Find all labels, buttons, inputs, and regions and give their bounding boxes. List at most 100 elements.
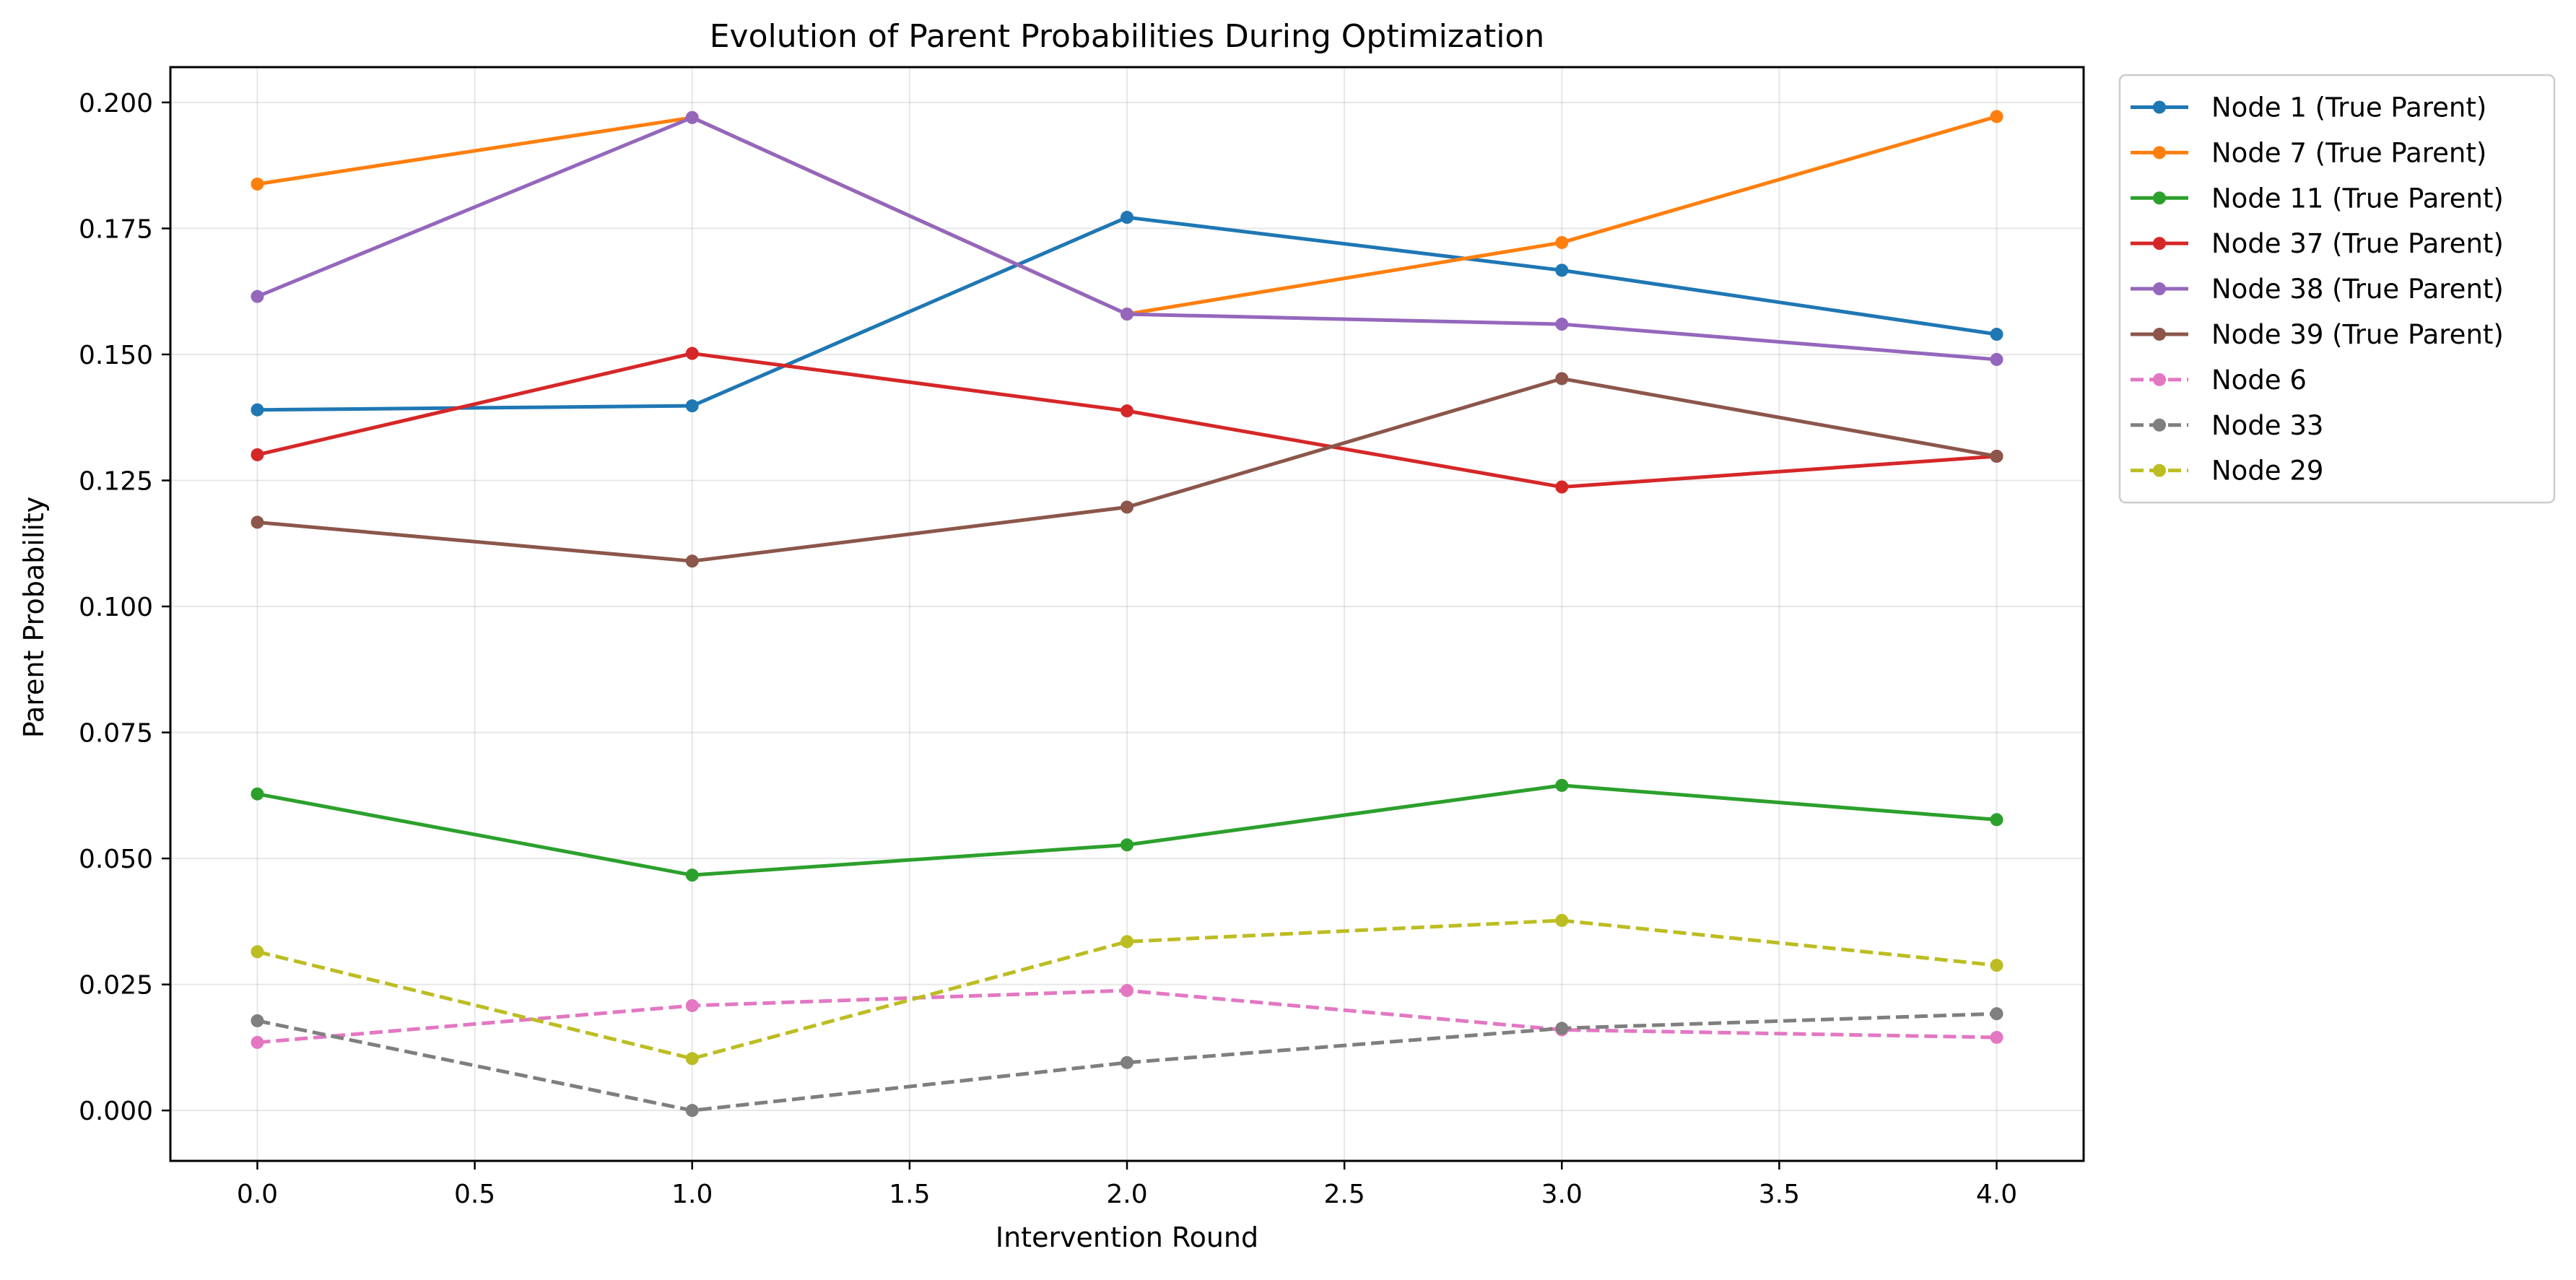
x-tick-label: 2.0 — [1106, 1180, 1147, 1209]
y-tick-label: 0.200 — [79, 89, 153, 118]
data-point — [685, 998, 699, 1012]
series-9 — [251, 913, 2003, 1066]
data-point — [1990, 328, 2003, 341]
legend-marker — [2153, 373, 2166, 386]
legend-label: Node 37 (True Parent) — [2211, 228, 2504, 259]
data-point — [1121, 308, 1133, 321]
series-group — [251, 110, 2003, 1118]
data-point — [1121, 1055, 1133, 1069]
series-7 — [251, 984, 2003, 1049]
legend-entry: Node 29 — [2131, 456, 2323, 487]
x-tick-label: 3.5 — [1759, 1180, 1800, 1209]
x-tick-label: 1.5 — [889, 1180, 930, 1209]
x-tick-label: 4.0 — [1976, 1180, 2017, 1209]
data-point — [1555, 235, 1569, 249]
legend-entry: Node 37 (True Parent) — [2131, 228, 2504, 259]
grid — [170, 67, 2084, 1161]
data-point — [1555, 372, 1569, 386]
legend-entry: Node 11 (True Parent) — [2131, 183, 2504, 214]
data-point — [251, 515, 264, 529]
data-point — [1990, 1030, 2003, 1044]
y-tick-label: 0.175 — [79, 214, 153, 244]
legend-marker — [2153, 191, 2166, 205]
data-point — [251, 177, 264, 191]
data-point — [685, 347, 699, 360]
x-tick-label: 2.5 — [1324, 1180, 1365, 1209]
data-point — [1121, 838, 1133, 852]
data-point — [685, 399, 699, 413]
legend-entry: Node 33 — [2131, 410, 2323, 441]
legend-marker — [2153, 100, 2166, 114]
chart-title: Evolution of Parent Probabilities During… — [710, 18, 1544, 55]
legend-frame — [2118, 74, 2556, 504]
legend-entry: Node 38 (True Parent) — [2131, 274, 2504, 305]
data-point — [1121, 404, 1133, 418]
y-axis-label: Parent Probability — [18, 497, 50, 739]
legend-label: Node 39 (True Parent) — [2211, 319, 2504, 350]
data-point — [1121, 211, 1133, 225]
data-point — [685, 554, 699, 568]
legend-label: Node 38 (True Parent) — [2211, 274, 2504, 305]
data-point — [1121, 984, 1133, 998]
data-point — [1555, 1022, 1569, 1035]
data-point — [685, 1104, 699, 1118]
legend-label: Node 6 — [2211, 365, 2307, 396]
legend-label: Node 11 (True Parent) — [2211, 183, 2504, 214]
legend-entry: Node 7 (True Parent) — [2131, 137, 2486, 168]
legend-entry: Node 39 (True Parent) — [2131, 319, 2504, 350]
data-point — [251, 1035, 264, 1049]
data-point — [1121, 935, 1133, 949]
series-5 — [251, 110, 2003, 366]
legend-marker — [2153, 418, 2166, 432]
x-tick-label: 1.0 — [671, 1180, 713, 1209]
y-tick-label: 0.075 — [79, 719, 153, 749]
legend-label: Node 33 — [2211, 410, 2323, 441]
legend: Node 1 (True Parent) Node 7 (True Parent)… — [2118, 74, 2556, 504]
data-point — [1990, 959, 2003, 972]
data-point — [1555, 264, 1569, 277]
y-tick-label: 0.000 — [79, 1097, 153, 1126]
x-tick-label: 0.0 — [237, 1180, 278, 1209]
data-point — [251, 403, 264, 417]
legend-marker — [2153, 146, 2166, 160]
legend-marker — [2153, 237, 2166, 251]
x-axis-label: Intervention Round — [996, 1222, 1258, 1253]
data-point — [251, 289, 264, 303]
data-point — [1121, 500, 1133, 514]
legend-marker — [2153, 463, 2166, 477]
y-tick-label: 0.125 — [79, 466, 153, 496]
y-tick-label: 0.050 — [79, 845, 153, 874]
legend-entry: Node 1 (True Parent) — [2131, 92, 2486, 123]
data-point — [1555, 778, 1569, 792]
data-point — [1555, 913, 1569, 927]
data-point — [1990, 449, 2003, 463]
y-tick-label: 0.150 — [79, 341, 153, 370]
data-point — [1990, 352, 2003, 366]
x-tick-label: 3.0 — [1541, 1180, 1583, 1209]
data-point — [251, 448, 264, 461]
legend-label: Node 29 — [2211, 456, 2323, 487]
legend-marker — [2153, 282, 2166, 296]
y-axis-ticks: 0.000 0.025 0.050 0.075 0.100 0.125 0.150 0.175… — [79, 89, 170, 1126]
y-tick-label: 0.025 — [79, 971, 153, 1001]
data-point — [1555, 480, 1569, 494]
data-point — [1555, 318, 1569, 331]
y-tick-label: 0.100 — [79, 593, 153, 622]
data-point — [685, 1052, 699, 1066]
legend-marker — [2153, 327, 2166, 341]
data-point — [1990, 1007, 2003, 1021]
x-axis-ticks: 0.0 0.5 1.0 1.5 2.0 2.5 3.0 3.5 4.0 — [237, 1161, 2017, 1209]
legend-label: Node 7 (True Parent) — [2211, 137, 2486, 168]
legend-label: Node 1 (True Parent) — [2211, 92, 2486, 123]
data-point — [1990, 813, 2003, 827]
data-point — [251, 945, 264, 959]
data-point — [685, 110, 699, 124]
series-6 — [251, 372, 2003, 568]
data-point — [1990, 110, 2003, 123]
data-point — [251, 1014, 264, 1027]
series-8 — [251, 1007, 2003, 1118]
series-3 — [251, 778, 2003, 882]
legend-entry: Node 6 — [2131, 365, 2307, 396]
